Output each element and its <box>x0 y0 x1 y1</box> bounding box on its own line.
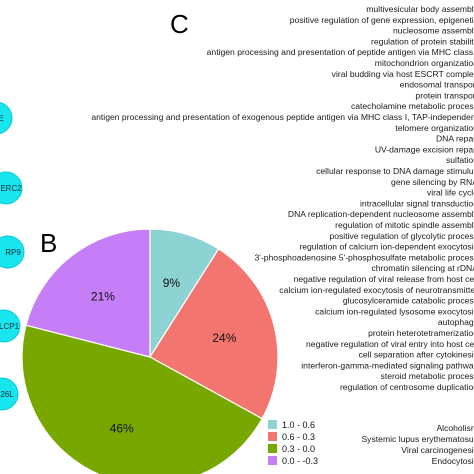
go-term-label: calcium ion-regulated lysosome exocytosi… <box>315 306 474 316</box>
go-term-label: glucosylceramide catabolic process <box>343 296 474 306</box>
go-term-label: viral budding via host ESCRT complex <box>332 69 474 79</box>
go-term-label: endosomal transport <box>400 80 474 90</box>
go-term-label: DNA replication-dependent nucleosome ass… <box>288 209 474 219</box>
go-term-label: protein transport <box>415 90 474 100</box>
go-term-label: catecholamine metabolic process <box>351 101 474 111</box>
go-term-label: gene silencing by RNA <box>391 177 474 187</box>
kegg-term-label: Viral carcinogenesis <box>401 445 474 455</box>
legend-label: 0.3 - 0.0 <box>282 444 315 454</box>
legend-swatch <box>268 420 277 429</box>
go-term-label: regulation of calcium ion-dependent exoc… <box>299 242 474 252</box>
legend-swatch <box>268 432 277 441</box>
legend-label: 1.0 - 0.6 <box>282 420 315 430</box>
go-term-label: positive regulation of gene expression, … <box>290 15 474 25</box>
network-node <box>0 171 23 205</box>
network-node-label: E <box>0 114 4 123</box>
go-term-label: multivesicular body assembly <box>366 4 474 14</box>
network-node <box>0 309 21 343</box>
legend-label: 0.6 - 0.3 <box>282 432 315 442</box>
pie-slice <box>25 228 151 358</box>
network-node-label: ERC2 <box>0 184 22 193</box>
pie-slice-label: 46% <box>110 421 134 435</box>
go-term-label: regulation of protein stability <box>371 36 474 46</box>
network-nodes: E ERC2 RP9 LCP1 26L <box>0 101 25 411</box>
kegg-term-label: Systemic lupus erythematosus <box>361 434 474 444</box>
go-term-label: regulation of centrosome duplication <box>340 382 474 392</box>
go-term-label: protein heterotetramerization <box>368 328 474 338</box>
go-term-label: cellular response to DNA damage stimulus <box>316 166 474 176</box>
go-term-label: mitochondrion organization <box>375 58 474 68</box>
go-term-label: intracellular signal transduction <box>360 198 474 208</box>
go-term-label: negative regulation of viral entry into … <box>306 339 474 349</box>
pie-slice-label: 24% <box>212 331 236 345</box>
go-term-label: steroid metabolic process <box>381 371 474 381</box>
network-node <box>0 101 13 135</box>
go-term-label: negative regulation of viral release fro… <box>294 274 474 284</box>
go-term-label: interferon-gamma-mediated signaling path… <box>301 360 474 370</box>
pie-slice <box>149 248 279 420</box>
go-term-label: 3'-phosphoadenosine 5'-phosphosulfate me… <box>254 252 474 262</box>
legend-swatch <box>268 444 277 453</box>
go-term-label: antigen processing and presentation of p… <box>207 47 474 57</box>
panel-b-letter: B <box>40 228 57 258</box>
go-term-label: regulation of mitotic spindle assembly <box>335 220 474 230</box>
go-term-label: viral life cycle <box>427 188 474 198</box>
pie-slice-label: 21% <box>91 289 115 303</box>
pie-legend: 1.0 - 0.6 0.6 - 0.3 0.3 - 0.0 0.0 - -0.3 <box>268 420 318 466</box>
go-term-label: positive regulation of glycolytic proces… <box>329 231 474 241</box>
pie-chart: 9% 24% 46% 21% <box>21 228 279 474</box>
go-term-label: nucleosome assembly <box>393 26 474 36</box>
network-node <box>0 377 19 411</box>
legend-swatch <box>268 456 277 465</box>
pie-slice-label: 9% <box>163 276 181 290</box>
legend-label: 0.0 - -0.3 <box>282 456 318 466</box>
network-node-label: RP9 <box>5 248 21 257</box>
kegg-term-label: Endocytosis <box>432 456 474 466</box>
network-node-label: 26L <box>0 390 14 399</box>
go-term-label: chromatin silencing at rDNA <box>371 263 474 273</box>
kegg-term-label: Alcoholism <box>436 423 474 433</box>
go-term-label: sulfation <box>446 155 474 165</box>
panel-c-letter: C <box>170 9 189 39</box>
go-term-label: antigen processing and presentation of e… <box>91 112 474 122</box>
go-term-label: DNA repair <box>436 134 474 144</box>
network-node <box>0 235 25 269</box>
go-term-label: calcium ion-regulated exocytosis of neur… <box>279 285 474 295</box>
network-node-label: LCP1 <box>0 322 20 331</box>
pie-slice <box>21 324 263 474</box>
go-term-label: autophagy <box>438 317 474 327</box>
go-term-label: telomere organization <box>395 123 474 133</box>
go-term-label: cell separation after cytokinesis <box>359 350 474 360</box>
go-term-label: UV-damage excision repair <box>375 144 474 154</box>
